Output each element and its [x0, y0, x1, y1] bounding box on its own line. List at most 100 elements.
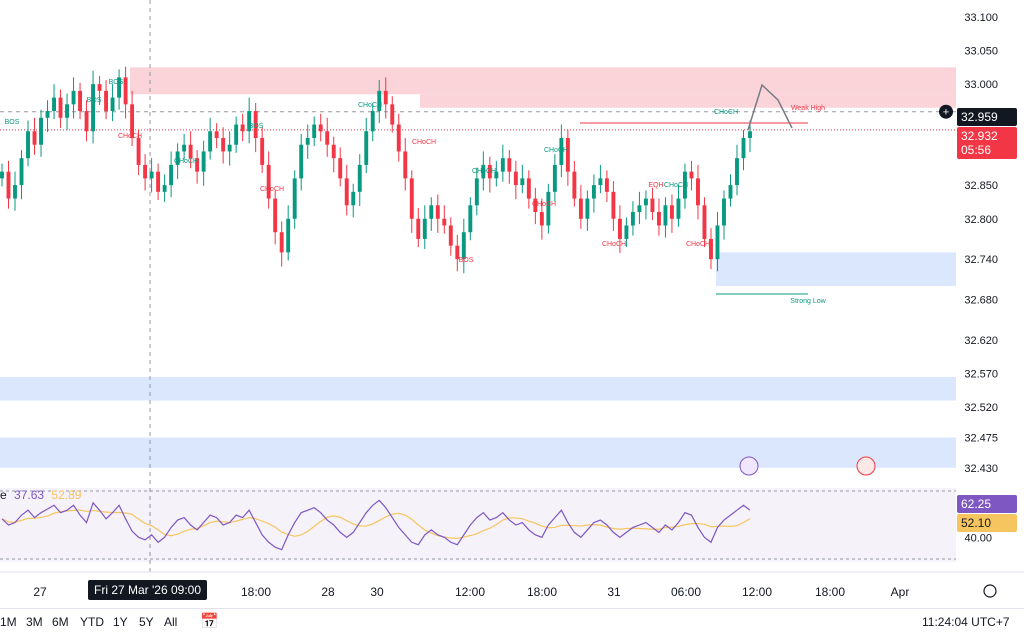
- structure-label: CHoCH: [532, 201, 556, 208]
- candle-body: [585, 198, 590, 219]
- settings-icon: [983, 584, 997, 598]
- candle-body: [630, 212, 635, 226]
- candle-body: [377, 90, 382, 112]
- range-3m[interactable]: 3M: [26, 615, 43, 629]
- zone-demand: [0, 437, 956, 468]
- candle-body: [214, 131, 219, 138]
- candle-body: [565, 137, 570, 172]
- candle-body: [552, 164, 557, 192]
- structure-label: BOS: [249, 123, 264, 130]
- crosshair-time-label: Fri 27 Mar '26 09:00: [88, 580, 208, 600]
- bottom-bar: 1M 3M 6M YTD 1Y 5Y All 📅 11:24:04 UTC+7: [0, 608, 1024, 632]
- candle-body: [97, 84, 102, 91]
- structure-label: CHoCH: [260, 186, 284, 193]
- candle-body: [526, 178, 531, 199]
- projection-path: [747, 83, 793, 131]
- candle-body: [201, 151, 206, 172]
- structure-label: CHoCH: [174, 158, 198, 165]
- add-alert-icon: [939, 104, 953, 119]
- candle-body: [429, 205, 434, 219]
- candle-body: [45, 111, 50, 118]
- structure-label: BOS: [5, 119, 20, 126]
- candle-body: [396, 124, 401, 152]
- date-range-icon[interactable]: 📅: [200, 613, 219, 630]
- structure-label: BOS: [87, 97, 102, 104]
- y-tick-label: 32.520: [964, 402, 998, 414]
- candle-body: [221, 137, 226, 152]
- candle-body: [383, 90, 388, 105]
- candle-body: [409, 178, 414, 219]
- structure-label: CHoCH: [714, 109, 738, 116]
- candle-body: [65, 104, 69, 118]
- range-6m[interactable]: 6M: [52, 615, 69, 629]
- bar-countdown: 05:56: [961, 143, 992, 157]
- candle-body: [195, 158, 200, 172]
- candle-body: [422, 218, 427, 239]
- candle-body: [559, 137, 564, 165]
- candle-body: [169, 164, 174, 186]
- range-all[interactable]: All: [164, 615, 178, 629]
- candle-body: [78, 90, 83, 112]
- candle-body: [591, 185, 596, 199]
- x-tick-label: 06:00: [671, 585, 701, 599]
- candles: [0, 66, 752, 274]
- candle-body: [435, 205, 440, 219]
- candle-body: [403, 151, 408, 179]
- candle-body: [286, 218, 291, 253]
- structure-label: Weak High: [791, 105, 825, 112]
- candle-body: [266, 164, 271, 199]
- range-1y[interactable]: 1Y: [113, 615, 128, 629]
- y-tick-label: 32.430: [964, 463, 998, 475]
- candle-body: [696, 178, 700, 206]
- y-tick-label: 32.475: [964, 433, 998, 445]
- rsi-ma-current-label: 52.10: [957, 514, 1017, 532]
- rsi-level-label: 40.00: [964, 532, 992, 544]
- candle-body: [312, 124, 317, 138]
- candle-body: [370, 111, 375, 132]
- candle-body: [637, 205, 642, 213]
- candle-body: [663, 205, 668, 226]
- candle-body: [533, 198, 538, 213]
- candle-body: [344, 178, 349, 206]
- candle-body: [572, 171, 577, 199]
- candle-body: [468, 205, 473, 233]
- range-5y[interactable]: 5Y: [139, 615, 154, 629]
- candle-body: [455, 245, 460, 260]
- y-tick-label: 33.100: [964, 12, 998, 24]
- candle-body: [253, 111, 258, 138]
- candle-body: [487, 164, 492, 179]
- candle-body: [364, 131, 369, 165]
- candle-body: [709, 238, 713, 260]
- candle-body: [136, 137, 141, 165]
- rsi-line: [1, 499, 751, 551]
- candle-body: [520, 178, 525, 186]
- candle-body: [208, 131, 213, 152]
- candle-body: [52, 97, 56, 112]
- candle-body: [611, 191, 616, 219]
- structure-label: EQH: [648, 182, 663, 189]
- range-ytd[interactable]: YTD: [80, 615, 104, 629]
- structure-label: BOS: [459, 257, 474, 264]
- event-icon: [739, 456, 759, 476]
- x-tick-label: 30: [370, 585, 384, 599]
- candle-body: [643, 198, 648, 206]
- candle-body: [604, 178, 609, 192]
- zone-demand: [716, 252, 956, 287]
- us-flag-icon: [856, 456, 876, 476]
- candle-body: [247, 111, 252, 132]
- x-tick-label: 28: [321, 585, 335, 599]
- candle-body: [143, 164, 148, 179]
- range-1m[interactable]: 1M: [0, 615, 17, 629]
- candle-body: [442, 218, 447, 226]
- y-tick-label: 33.000: [964, 79, 998, 91]
- plus-glyph: +: [943, 107, 949, 119]
- x-tick-label: 12:00: [455, 585, 485, 599]
- candle-body: [676, 198, 681, 219]
- candle-body: [149, 171, 154, 179]
- rsi-ma-line: [1, 509, 751, 539]
- candle-body: [598, 178, 603, 186]
- candle-body: [702, 205, 707, 239]
- crosshair-price-label: 32.959: [957, 108, 1017, 126]
- candle-body: [578, 198, 583, 219]
